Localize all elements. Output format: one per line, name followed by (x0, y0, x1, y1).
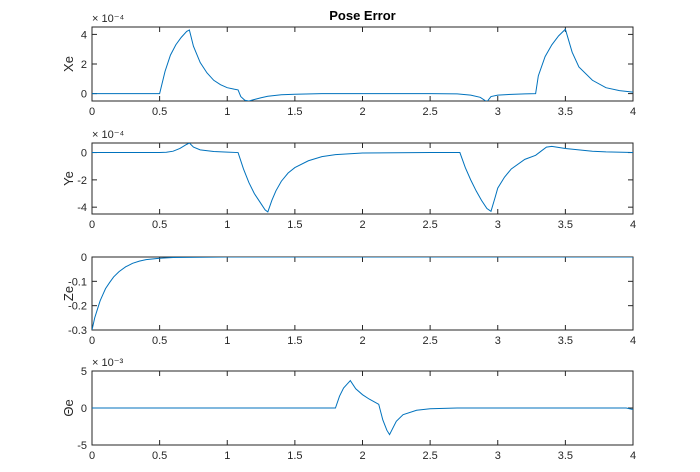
x-tick-label: 2 (359, 335, 365, 347)
x-tick-label: 1.5 (287, 335, 302, 347)
x-tick-label: 1 (224, 450, 230, 462)
y-axis-label: Ze (61, 286, 76, 301)
x-tick-label: 0 (89, 106, 95, 118)
series-line-1 (92, 257, 633, 330)
y-exponent-label: × 10⁻⁴ (92, 13, 125, 25)
x-tick-label: 1.5 (287, 106, 302, 118)
y-exponent-label: × 10⁻⁴ (92, 129, 125, 141)
x-tick-label: 3 (495, 219, 501, 231)
x-tick-label: 3 (495, 335, 501, 347)
y-tick-label: 4 (81, 29, 87, 41)
y-axis-label: Ye (61, 171, 76, 186)
x-tick-label: 2 (359, 219, 365, 231)
y-tick-label: -0.1 (68, 276, 87, 288)
x-tick-label: 1.5 (287, 219, 302, 231)
y-tick-label: 2 (81, 59, 87, 71)
x-tick-label: 0.5 (152, 106, 167, 118)
x-tick-label: 0.5 (152, 450, 167, 462)
subplot-3: 0 0.5 1 1.5 2 2.5 3 3.5 4 -0.3 -0.2 -0.1 0 Ze (61, 252, 636, 347)
axes-box (91, 256, 634, 331)
subplot-2: 0 0.5 1 1.5 2 2.5 3 3.5 4 -4 -2 0 Ye × 10⁻⁴ (61, 129, 636, 231)
chart-title: Pose Error (329, 8, 395, 23)
x-tick-label: 1.5 (287, 450, 302, 462)
y-tick-label: -5 (77, 440, 87, 452)
x-tick-label: 3.5 (558, 335, 573, 347)
x-tick-label: 3 (495, 450, 501, 462)
y-tick-label: 0 (81, 252, 87, 264)
series-line-1 (92, 379, 633, 436)
x-tick-label: 0.5 (152, 335, 167, 347)
x-tick-label: 2.5 (422, 335, 437, 347)
subplot-1: 0 0.5 1 1.5 2 2.5 3 3.5 4 0 2 4 Xe × 10⁻⁴ Pose Error (61, 8, 636, 118)
x-tick-label: 4 (630, 219, 636, 231)
x-tick-label: 0 (89, 219, 95, 231)
x-tick-label: 2.5 (422, 106, 437, 118)
x-tick-label: 1 (224, 106, 230, 118)
x-tick-label: 2.5 (422, 219, 437, 231)
x-tick-label: 0.5 (152, 219, 167, 231)
y-axis-label: Xe (61, 56, 76, 72)
x-tick-label: 1 (224, 335, 230, 347)
series-line-1 (92, 28, 633, 101)
y-tick-label: 0 (81, 89, 87, 101)
series-line-1 (92, 143, 633, 213)
y-tick-label: -2 (77, 175, 87, 187)
x-tick-label: 3.5 (558, 450, 573, 462)
x-tick-label: 4 (630, 106, 636, 118)
x-tick-label: 0 (89, 335, 95, 347)
x-tick-label: 4 (630, 450, 636, 462)
axes-box (91, 142, 634, 215)
y-tick-label: 0 (81, 148, 87, 160)
x-tick-label: 4 (630, 335, 636, 347)
x-tick-label: 1 (224, 219, 230, 231)
axes-box (91, 26, 634, 102)
x-tick-label: 3.5 (558, 219, 573, 231)
x-tick-label: 2.5 (422, 450, 437, 462)
x-tick-label: 0 (89, 450, 95, 462)
y-tick-label: -0.2 (68, 301, 87, 313)
y-tick-label: 5 (81, 366, 87, 378)
x-tick-label: 3.5 (558, 106, 573, 118)
y-tick-label: -0.3 (68, 325, 87, 337)
x-tick-label: 2 (359, 106, 365, 118)
y-axis-label: Θe (61, 399, 76, 416)
x-tick-label: 2 (359, 450, 365, 462)
y-tick-label: 0 (81, 403, 87, 415)
y-tick-label: -4 (77, 202, 87, 214)
y-exponent-label: × 10⁻³ (92, 357, 124, 369)
x-tick-label: 3 (495, 106, 501, 118)
